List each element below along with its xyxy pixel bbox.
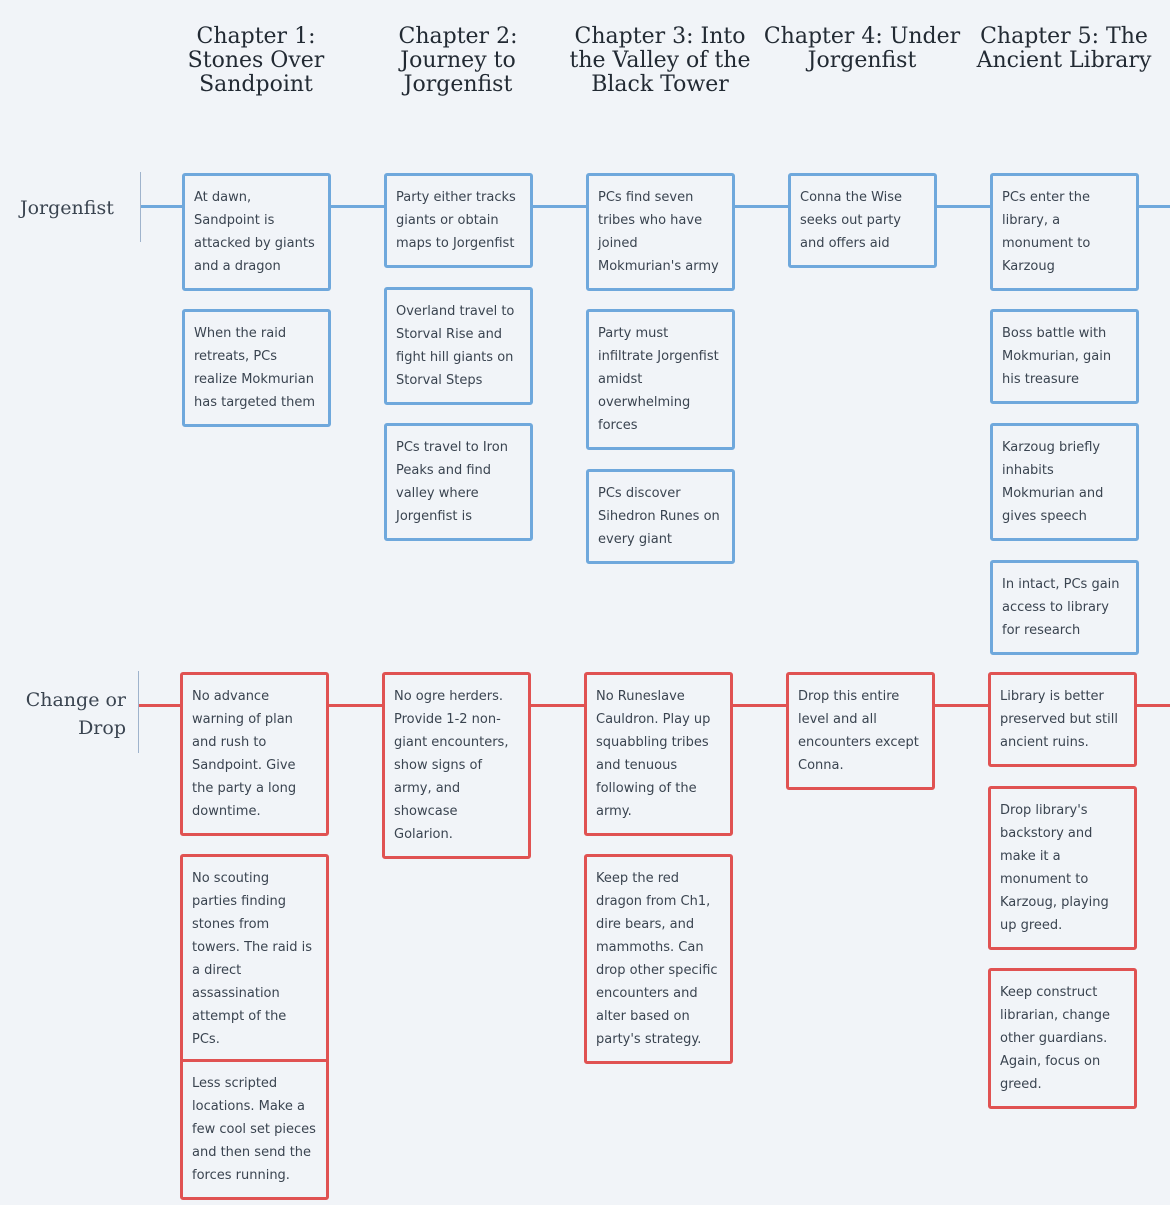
change-lane-divider <box>138 671 139 753</box>
jorgenfist-card[interactable]: Boss battle with Mokmurian, gain his tre… <box>990 309 1139 404</box>
jorgenfist-card[interactable]: Party either tracks giants or obtain map… <box>384 173 533 268</box>
change-card[interactable]: Drop this entire level and all encounter… <box>786 672 935 790</box>
jorgenfist-card[interactable]: At dawn, Sandpoint is attacked by giants… <box>182 173 331 291</box>
chapter-header-5: Chapter 5: The Ancient Library <box>976 24 1152 73</box>
jorgenfist-card[interactable]: PCs discover Sihedron Runes on every gia… <box>586 469 735 564</box>
change-card[interactable]: Library is better preserved but still an… <box>988 672 1137 767</box>
lane-label-jorgenfist: Jorgenfist <box>20 197 114 219</box>
change-card[interactable]: No advance warning of plan and rush to S… <box>180 672 329 836</box>
lane-label-change-or-drop: Change or Drop <box>25 689 126 739</box>
jorgenfist-card[interactable]: PCs find seven tribes who have joined Mo… <box>586 173 735 291</box>
change-card[interactable]: No ogre herders. Provide 1-2 non-giant e… <box>382 672 531 859</box>
jorgenfist-card[interactable]: PCs enter the library, a monument to Kar… <box>990 173 1139 291</box>
chapter-header-4: Chapter 4: Under Jorgenfist <box>763 24 961 73</box>
jorgenfist-card[interactable]: Karzoug briefly inhabits Mokmurian and g… <box>990 423 1139 541</box>
jorgenfist-card[interactable]: In intact, PCs gain access to library fo… <box>990 560 1139 655</box>
change-card[interactable]: Less scripted locations. Make a few cool… <box>180 1059 329 1200</box>
chapter-header-2: Chapter 2: Journey to Jorgenfist <box>398 24 518 97</box>
change-card[interactable]: No scouting parties finding stones from … <box>180 854 329 1064</box>
jorgenfist-card[interactable]: Overland travel to Storval Rise and figh… <box>384 287 533 405</box>
change-card[interactable]: Keep construct librarian, change other g… <box>988 968 1137 1109</box>
jorgenfist-lane-divider <box>140 172 141 242</box>
chapter-header-3: Chapter 3: Into the Valley of the Black … <box>569 24 751 97</box>
change-card[interactable]: Keep the red dragon from Ch1, dire bears… <box>584 854 733 1064</box>
jorgenfist-card[interactable]: Party must infiltrate Jorgenfist amidst … <box>586 309 735 450</box>
jorgenfist-card[interactable]: When the raid retreats, PCs realize Mokm… <box>182 309 331 427</box>
change-card[interactable]: No Runeslave Cauldron. Play up squabblin… <box>584 672 733 836</box>
chapter-header-1: Chapter 1: Stones Over Sandpoint <box>187 24 325 97</box>
jorgenfist-card[interactable]: Conna the Wise seeks out party and offer… <box>788 173 937 268</box>
jorgenfist-card[interactable]: PCs travel to Iron Peaks and find valley… <box>384 423 533 541</box>
change-card[interactable]: Drop library's backstory and make it a m… <box>988 786 1137 950</box>
